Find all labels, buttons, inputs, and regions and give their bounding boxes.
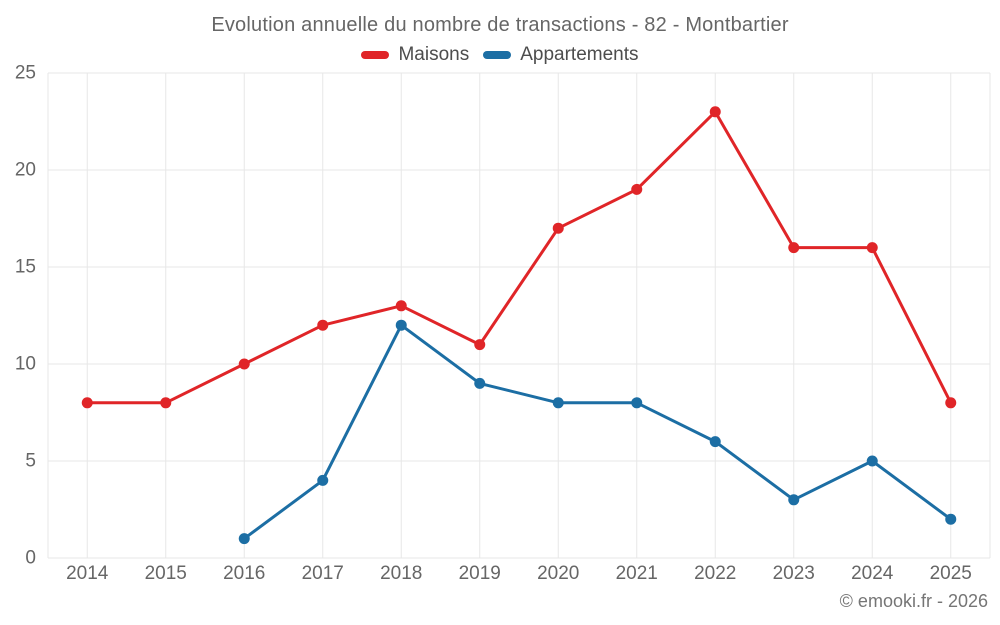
x-tick-label: 2025 [930, 563, 972, 584]
y-tick-label: 25 [15, 63, 36, 84]
data-point-maisons[interactable] [788, 242, 800, 254]
y-tick-label: 10 [15, 354, 36, 375]
x-tick-label: 2014 [66, 563, 109, 584]
data-point-appartements[interactable] [395, 319, 407, 331]
data-point-appartements[interactable] [788, 494, 800, 506]
data-point-maisons[interactable] [317, 319, 329, 331]
legend-label-maisons: Maisons [398, 44, 470, 65]
series-line-maisons [85, 110, 953, 405]
chart-title: Evolution annuelle du nombre de transact… [211, 14, 789, 36]
legend-label-appartements: Appartements [520, 44, 639, 65]
maisons-swatch-icon [361, 51, 390, 59]
data-point-maisons[interactable] [552, 222, 564, 234]
x-tick-label: 2018 [380, 563, 422, 584]
x-tick-label: 2017 [302, 563, 344, 584]
data-point-appartements[interactable] [552, 397, 564, 409]
x-tick-label: 2015 [145, 563, 187, 584]
data-point-appartements[interactable] [238, 533, 250, 545]
x-tick-label: 2020 [537, 563, 579, 584]
series-line-appartements [242, 323, 953, 541]
y-tick-label: 15 [15, 257, 36, 278]
y-tick-label: 20 [15, 160, 36, 181]
y-tick-label: 0 [25, 548, 36, 569]
appartements-swatch-icon [483, 51, 512, 59]
data-point-maisons[interactable] [631, 183, 643, 195]
data-point-maisons[interactable] [81, 397, 93, 409]
x-tick-label: 2021 [616, 563, 658, 584]
x-tick-label: 2016 [223, 563, 265, 584]
x-tick-label: 2023 [773, 563, 815, 584]
x-tick-label: 2024 [851, 563, 894, 584]
data-point-appartements[interactable] [631, 397, 643, 409]
data-point-appartements[interactable] [709, 436, 721, 448]
copyright: © emooki.fr - 2026 [839, 591, 988, 611]
data-point-maisons[interactable] [395, 300, 407, 312]
x-tick-label: 2022 [694, 563, 736, 584]
data-point-maisons[interactable] [160, 397, 172, 409]
x-tick-label: 2019 [459, 563, 501, 584]
data-point-maisons[interactable] [238, 358, 250, 370]
data-point-appartements[interactable] [866, 455, 878, 467]
data-point-maisons[interactable] [709, 106, 721, 118]
legend-item-appartements[interactable]: Appartements [483, 44, 639, 66]
data-point-appartements[interactable] [317, 474, 329, 486]
legend-item-maisons[interactable]: Maisons [361, 44, 469, 66]
data-point-appartements[interactable] [474, 377, 486, 389]
y-tick-label: 5 [25, 451, 36, 472]
data-point-maisons[interactable] [866, 242, 878, 254]
data-point-maisons[interactable] [474, 339, 486, 351]
legend: Maisons Appartements [0, 44, 1000, 66]
data-point-appartements[interactable] [945, 513, 957, 525]
data-point-maisons[interactable] [945, 397, 957, 409]
